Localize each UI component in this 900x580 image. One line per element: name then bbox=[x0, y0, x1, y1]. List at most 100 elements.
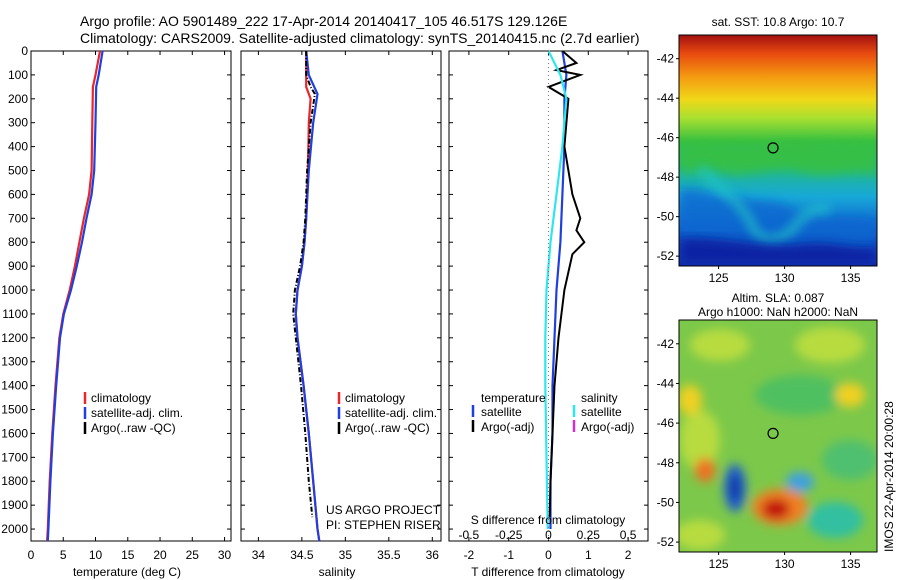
legend-label-s-satellite: satellite bbox=[581, 405, 622, 419]
sla-map-axes: -42 -44 -46 -48 -50 -52 125 130 135 bbox=[657, 337, 861, 571]
difference-series bbox=[544, 50, 586, 530]
depth-tick-label: 800 bbox=[8, 235, 28, 249]
lon-tick-label: 135 bbox=[841, 557, 861, 571]
legend-label-argo: Argo(..raw -QC) bbox=[91, 421, 176, 435]
series-line-argo-raw-qc bbox=[292, 51, 316, 518]
pi-credit: PI: STEPHEN RISER bbox=[326, 518, 441, 532]
salinity-x-axis: 34 34.5 35 35.5 36 bbox=[252, 51, 440, 562]
depth-tick-label: 1600 bbox=[1, 426, 28, 440]
lat-tick-label: -46 bbox=[657, 416, 675, 430]
x-tick-label: 2 bbox=[625, 548, 632, 562]
legend-heading-temperature: temperature bbox=[481, 391, 546, 405]
s-difference-tick-label: -0.5 bbox=[459, 528, 480, 542]
sst-map-frame bbox=[678, 34, 878, 267]
sla-map-title: Altim. SLA: 0.087 bbox=[732, 291, 825, 305]
lat-tick-label: -50 bbox=[657, 210, 675, 224]
t-difference-axis-label: T difference from climatology bbox=[471, 565, 625, 579]
s-difference-axis-label: S difference from climatology bbox=[471, 513, 626, 527]
legend-label-climatology: climatology bbox=[91, 391, 151, 405]
series-line-temperature-argo-adj bbox=[546, 50, 586, 518]
sst-map-image bbox=[679, 35, 877, 266]
depth-tick-label: 700 bbox=[8, 211, 28, 225]
x-tick-label: 15 bbox=[121, 548, 135, 562]
depth-tick-label: 1800 bbox=[1, 474, 28, 488]
legend-heading-salinity: salinity bbox=[581, 391, 618, 405]
salinity-legend: climatology satellite-adj. clim. Argo(..… bbox=[337, 391, 437, 435]
climatology-title: Climatology: CARS2009. Satellite-adjuste… bbox=[80, 30, 640, 46]
lat-tick-label: -48 bbox=[657, 456, 675, 470]
depth-tick-label: 200 bbox=[8, 92, 28, 106]
temperature-x-axis: 0 5 10 15 20 25 30 bbox=[28, 51, 232, 562]
series-line-satellite-adj-clim bbox=[294, 50, 321, 542]
argo-location-marker bbox=[767, 427, 779, 439]
lat-tick-label: -50 bbox=[657, 495, 675, 509]
temperature-axis-label: temperature (deg C) bbox=[73, 565, 181, 579]
x-tick-label: 34.5 bbox=[290, 548, 314, 562]
salinity-plot-area bbox=[240, 50, 442, 542]
x-tick-label: 30 bbox=[218, 548, 232, 562]
series-line-satellite-adj-clim bbox=[46, 50, 104, 542]
sla-map-image bbox=[679, 320, 877, 552]
salinity-axis-label: salinity bbox=[319, 565, 356, 579]
series-line-salinity-satellite bbox=[544, 50, 568, 530]
x-tick-label: 10 bbox=[89, 548, 103, 562]
legend-label-argo: Argo(..raw -QC) bbox=[345, 421, 430, 435]
sla-map-frame bbox=[678, 319, 878, 553]
legend-label-satellite: satellite-adj. clim. bbox=[91, 406, 183, 420]
depth-tick-label: 300 bbox=[8, 116, 28, 130]
depth-tick-label: 1300 bbox=[1, 355, 28, 369]
x-tick-label: 34 bbox=[252, 548, 266, 562]
depth-tick-label: 500 bbox=[8, 164, 28, 178]
x-tick-label: 0 bbox=[545, 548, 552, 562]
lon-tick-label: 125 bbox=[709, 557, 729, 571]
temperature-series bbox=[46, 50, 104, 542]
lon-tick-label: 130 bbox=[775, 271, 795, 285]
x-tick-label: 20 bbox=[153, 548, 167, 562]
lat-tick-label: -44 bbox=[657, 91, 675, 105]
x-tick-label: 1 bbox=[585, 548, 592, 562]
depth-tick-label: 0 bbox=[21, 44, 28, 58]
depth-tick-label: 1000 bbox=[1, 283, 28, 297]
lat-tick-label: -44 bbox=[657, 376, 675, 390]
x-tick-label: -1 bbox=[503, 548, 514, 562]
lat-tick-label: -42 bbox=[657, 52, 675, 66]
depth-tick-label: 1700 bbox=[1, 450, 28, 464]
imos-credit: IMOS 22-Apr-2014 20:00:28 bbox=[882, 401, 896, 552]
temperature-legend: climatology satellite-adj. clim. Argo(..… bbox=[83, 391, 183, 435]
legend-label-s-argo: Argo(-adj) bbox=[581, 420, 634, 434]
lat-tick-label: -52 bbox=[657, 535, 675, 549]
depth-tick-label: 900 bbox=[8, 259, 28, 273]
s-difference-tick-label: 0.25 bbox=[577, 528, 601, 542]
legend-label-t-argo: Argo(-adj) bbox=[481, 420, 534, 434]
depth-tick-label: 1200 bbox=[1, 331, 28, 345]
lat-tick-label: -42 bbox=[657, 337, 675, 351]
salinity-series bbox=[292, 50, 321, 542]
difference-legend: temperature salinity satellite Argo(-adj… bbox=[471, 391, 634, 434]
x-tick-label: 36 bbox=[426, 548, 440, 562]
temperature-plot-area bbox=[30, 50, 232, 542]
legend-label-satellite: satellite-adj. clim. bbox=[345, 406, 437, 420]
depth-axis-ticks: 0 100 200 300 400 500 600 700 800 900 1000 1100 1200… bbox=[1, 44, 648, 536]
depth-tick-label: 400 bbox=[8, 140, 28, 154]
lat-tick-label: -48 bbox=[657, 170, 675, 184]
lon-tick-label: 135 bbox=[841, 271, 861, 285]
depth-tick-label: 600 bbox=[8, 187, 28, 201]
x-tick-label: 35.5 bbox=[377, 548, 401, 562]
x-tick-label: 0 bbox=[28, 548, 35, 562]
depth-tick-label: 2000 bbox=[1, 522, 28, 536]
x-tick-label: 5 bbox=[60, 548, 67, 562]
argo-location-marker bbox=[767, 142, 779, 154]
x-tick-label: 25 bbox=[186, 548, 200, 562]
lat-tick-label: -52 bbox=[657, 249, 675, 263]
depth-tick-label: 1100 bbox=[2, 307, 28, 321]
series-line-climatology bbox=[46, 50, 102, 542]
s-difference-tick-label: 0.5 bbox=[620, 528, 637, 542]
legend-label-climatology: climatology bbox=[345, 391, 405, 405]
depth-tick-label: 1400 bbox=[1, 379, 28, 393]
x-tick-label: 35 bbox=[339, 548, 353, 562]
depth-tick-label: 1900 bbox=[1, 498, 28, 512]
sla-map-subtitle: Argo h1000: NaN h2000: NaN bbox=[698, 305, 858, 319]
project-credit: US ARGO PROJECT bbox=[326, 503, 441, 517]
